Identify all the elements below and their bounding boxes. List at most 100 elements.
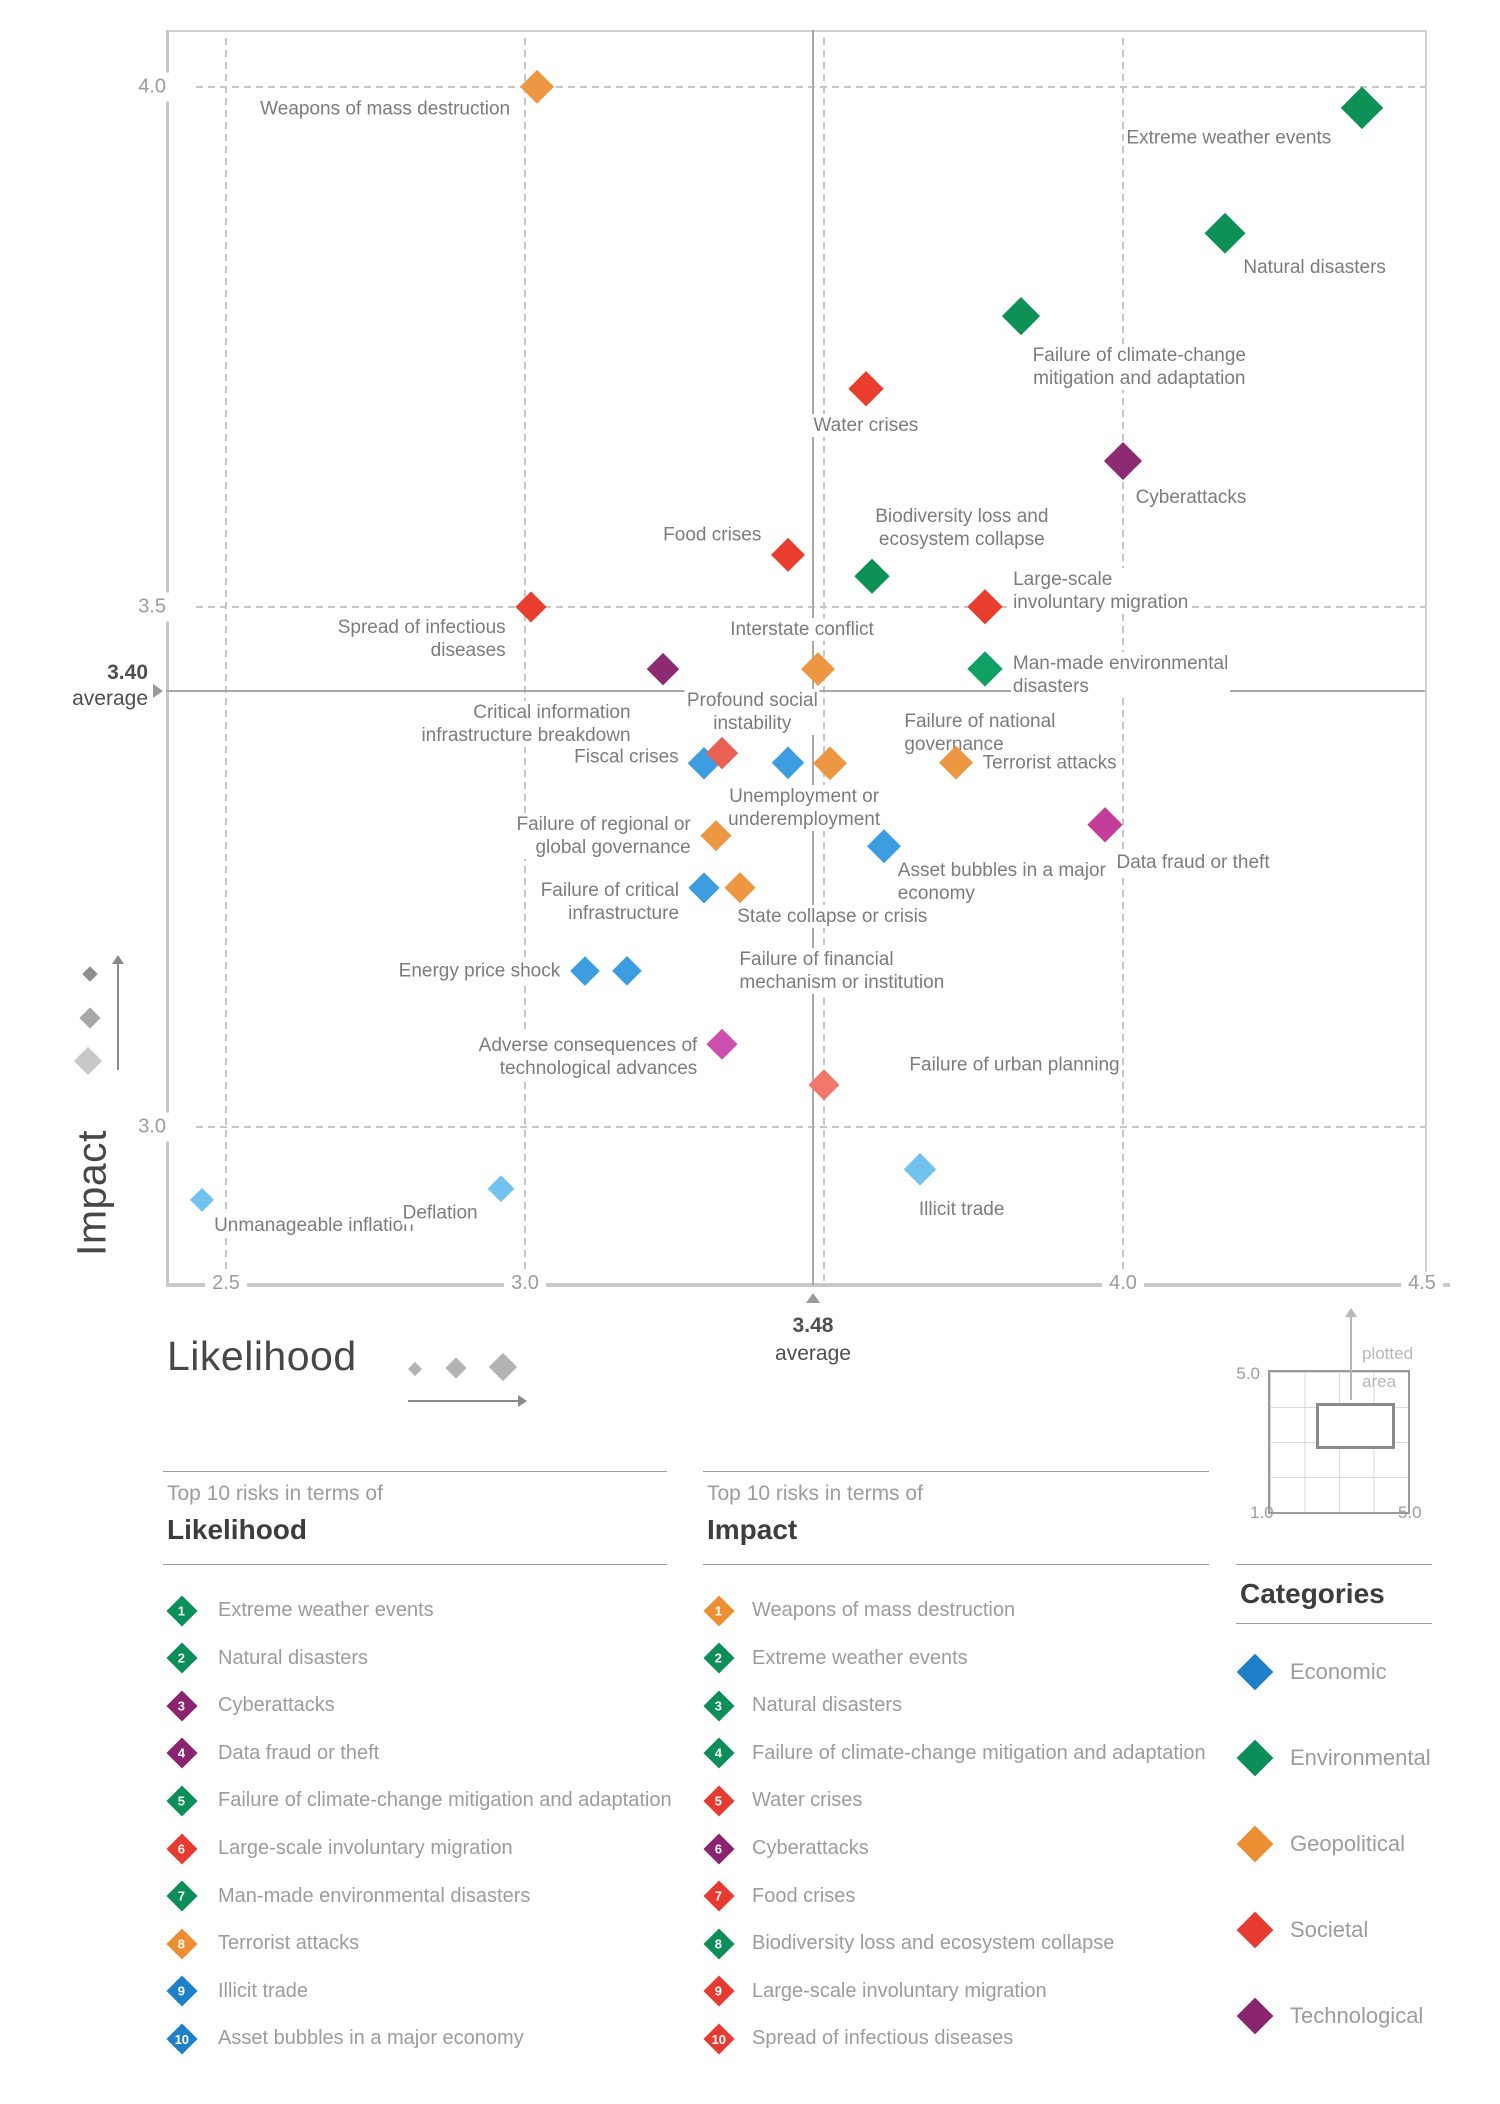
point-label-energy-price-shock: Energy price shock <box>396 959 563 983</box>
category-label: Environmental <box>1290 1745 1431 1770</box>
point-label-adverse-consequences-of-technological-advances: Adverse consequences of technological adv… <box>476 1033 700 1080</box>
y-axis-title: Impact <box>68 1129 115 1257</box>
risk-list-item: 1 Extreme weather events <box>166 1587 434 1634</box>
label-line: Cyberattacks <box>1135 487 1247 509</box>
risk-label: Man-made environmental disasters <box>218 1884 531 1907</box>
risk-list-item: 2 Extreme weather events <box>703 1635 968 1682</box>
point-failure-of-climate-change-mitigation <box>1002 296 1041 335</box>
point-failure-of-critical-infrastructure <box>688 872 721 904</box>
risk-label: Illicit trade <box>218 1979 309 2002</box>
risk-list-item: 5 Failure of climate-change mitigation an… <box>166 1777 672 1824</box>
rank-diamond-icon: 10 <box>166 2023 198 2055</box>
label-line: Critical information <box>473 702 631 724</box>
label-line: Large-scale <box>1013 569 1113 590</box>
point-unmanageable-inflation <box>189 1187 215 1212</box>
point-unemployment-or-underemployment <box>771 746 805 780</box>
impact-size-arrow-head-icon <box>112 955 124 964</box>
divider <box>703 1471 1209 1472</box>
risk-label: Extreme weather events <box>752 1646 968 1669</box>
risk-list-item: 7 Man-made environmental disasters <box>166 1873 531 1920</box>
label-line: Natural disasters <box>1243 257 1386 279</box>
likelihood-average-arrow-icon <box>806 1293 820 1303</box>
small-diamond-icon <box>407 1361 423 1377</box>
rank-number: 5 <box>178 1793 186 1809</box>
risk-label: Extreme weather events <box>218 1599 434 1621</box>
rank-diamond-icon: 1 <box>703 1594 735 1627</box>
label-line: involuntary migration <box>1013 592 1189 613</box>
point-label-large-scale-involuntary-migration: Large-scale involuntary migration <box>1011 568 1191 614</box>
plotted-caption-line2: area <box>1362 1372 1397 1391</box>
point-label-failure-of-regional-or-global-governance: Failure of regional or global governance <box>514 812 693 859</box>
label-line: technological advances <box>499 1057 698 1079</box>
rank-number: 4 <box>178 1745 186 1761</box>
point-label-water-crises: Water crises <box>811 414 921 438</box>
point-label-deflation: Deflation <box>400 1201 480 1225</box>
point-label-interstate-conflict: Interstate conflict <box>728 617 876 641</box>
plotted-area-caption: plotted area <box>1362 1340 1413 1396</box>
point-label-failure-of-climate-change-mitigation: Failure of climate-change mitigation and … <box>1030 344 1248 391</box>
legend-categories-title: Categories <box>1240 1578 1385 1609</box>
likelihood-average-label: 3.48 average <box>775 1312 851 1368</box>
gridline-horizontal-3.5 <box>196 606 1425 608</box>
point-label-failure-of-national-governance: Failure of national governance <box>902 710 1058 756</box>
label-line: Failure of critical <box>540 879 680 901</box>
likelihood-average-value: 3.48 <box>792 1314 834 1337</box>
label-line: Interstate conflict <box>730 618 874 640</box>
gridline-vertical-3.0 <box>524 38 526 1283</box>
point-label-unmanageable-inflation: Unmanageable inflation <box>212 1213 416 1237</box>
rank-diamond-icon: 9 <box>703 1975 735 2007</box>
x-tick-4.5: 4.5 <box>1401 1272 1443 1295</box>
label-line: Profound social <box>686 689 818 711</box>
rank-diamond-icon: 6 <box>703 1832 735 1865</box>
inset-top-left-label: 5.0 <box>1236 1364 1260 1383</box>
point-spread-of-infectious-diseases <box>515 591 547 623</box>
rank-number: 1 <box>178 1602 186 1618</box>
inset-bottom-right-label: 5.0 <box>1398 1503 1422 1522</box>
point-deflation <box>487 1175 515 1204</box>
rank-number: 8 <box>715 1936 723 1952</box>
point-label-extreme-weather-events: Extreme weather events <box>1124 126 1334 150</box>
divider <box>163 1564 667 1565</box>
label-line: Unemployment or <box>729 786 880 808</box>
x-tick-3.0: 3.0 <box>504 1272 546 1295</box>
label-line: global governance <box>535 836 691 858</box>
rank-diamond-icon: 8 <box>166 1928 198 1960</box>
label-line: Adverse consequences of <box>478 1034 698 1056</box>
likelihood-size-arrow <box>408 1400 520 1402</box>
rank-number: 8 <box>178 1936 186 1952</box>
risk-list-item: 7 Food crises <box>703 1873 855 1920</box>
point-biodiversity-loss <box>854 558 890 594</box>
likelihood-size-arrow-head-icon <box>518 1395 527 1407</box>
category-item-economic: Economic <box>1236 1653 1387 1691</box>
risk-label: Terrorist attacks <box>218 1932 360 1955</box>
point-label-state-collapse-or-crisis: State collapse or crisis <box>735 905 930 929</box>
label-line: infrastructure breakdown <box>421 725 631 747</box>
point-large-scale-involuntary-migration <box>967 589 1004 625</box>
point-label-asset-bubbles-in-a-major-economy: Asset bubbles in a major economy <box>895 858 1108 905</box>
rank-diamond-icon: 2 <box>166 1642 198 1674</box>
risk-list-item: 3 Cyberattacks <box>166 1682 335 1729</box>
risk-list-item: 8 Terrorist attacks <box>166 1920 360 1967</box>
point-label-illicit-trade: Illicit trade <box>916 1198 1007 1222</box>
category-label: Geopolitical <box>1290 1831 1405 1856</box>
risk-list-item: 10 Asset bubbles in a major economy <box>166 2015 524 2062</box>
point-label-spread-of-infectious-diseases: Spread of infectious diseases <box>335 616 508 662</box>
label-line: Illicit trade <box>918 1199 1005 1221</box>
label-line: economy <box>897 882 975 904</box>
gridline-horizontal-3.0 <box>196 1126 1425 1128</box>
label-line: Biodiversity loss and <box>875 505 1049 527</box>
risk-label: Natural disasters <box>752 1694 903 1717</box>
risk-label: Large-scale involuntary migration <box>752 1979 1047 2002</box>
point-water-crises <box>847 370 884 407</box>
large-diamond-icon <box>488 1352 518 1382</box>
label-line: Asset bubbles in a major <box>897 859 1106 881</box>
category-label: Technological <box>1290 2003 1424 2028</box>
y-tick-3.0: 3.0 <box>138 1112 170 1142</box>
point-label-unemployment-or-underemployment: Unemployment or underemployment <box>726 785 883 832</box>
point-failure-of-national-governance <box>813 746 847 780</box>
inset-arrow <box>1350 1316 1352 1400</box>
rank-diamond-icon: 5 <box>166 1785 198 1817</box>
point-man-made-environmental-disasters <box>967 651 1004 688</box>
x-tick-4.0: 4.0 <box>1102 1272 1144 1295</box>
point-label-weapons-of-mass-destruction: Weapons of mass destruction <box>258 97 513 121</box>
